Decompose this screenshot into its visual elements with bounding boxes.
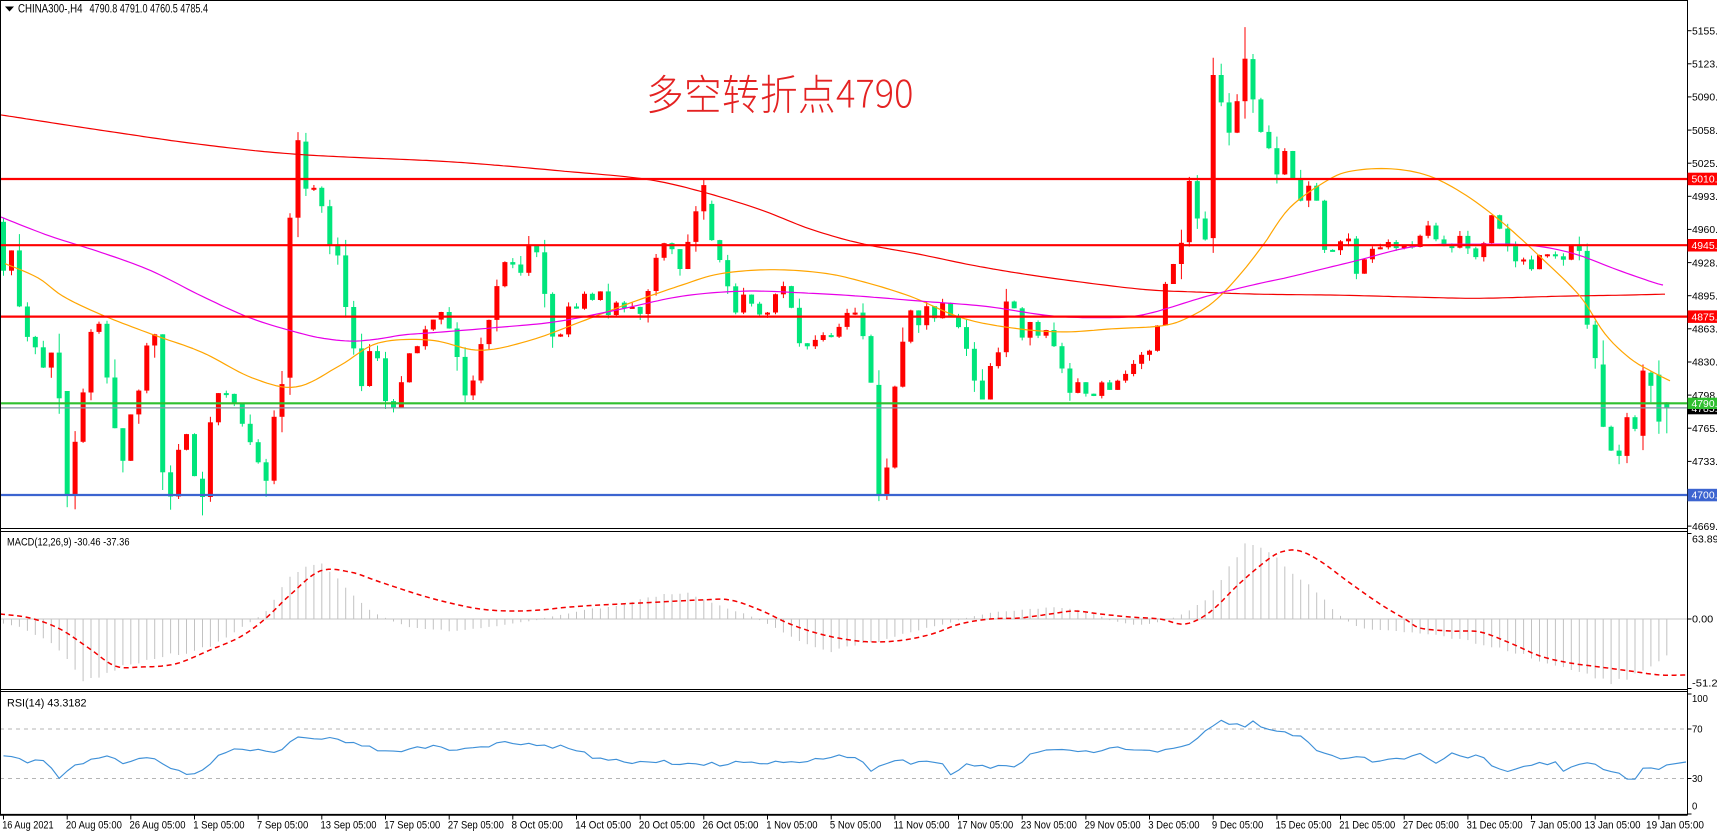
svg-text:4895.5: 4895.5 bbox=[1692, 290, 1717, 302]
svg-text:27 Sep 05:00: 27 Sep 05:00 bbox=[448, 819, 504, 831]
svg-text:4669.5: 4669.5 bbox=[1692, 521, 1717, 533]
svg-text:4700.0: 4700.0 bbox=[1692, 490, 1717, 502]
svg-text:20 Oct 05:00: 20 Oct 05:00 bbox=[639, 819, 695, 831]
svg-text:30: 30 bbox=[1692, 773, 1703, 785]
svg-text:29 Nov 05:00: 29 Nov 05:00 bbox=[1085, 819, 1141, 831]
svg-text:5 Nov 05:00: 5 Nov 05:00 bbox=[830, 819, 881, 831]
svg-text:4875.0: 4875.0 bbox=[1692, 311, 1717, 323]
svg-text:4765.5: 4765.5 bbox=[1692, 423, 1717, 435]
svg-text:14 Oct 05:00: 14 Oct 05:00 bbox=[575, 819, 631, 831]
svg-text:5058.0: 5058.0 bbox=[1692, 125, 1717, 137]
svg-text:MACD(12,26,9) -30.46 -37.36: MACD(12,26,9) -30.46 -37.36 bbox=[7, 537, 130, 549]
svg-text:3 Dec 05:00: 3 Dec 05:00 bbox=[1148, 819, 1199, 831]
svg-text:19 Jan 05:00: 19 Jan 05:00 bbox=[1646, 819, 1704, 831]
svg-text:1 Sep 05:00: 1 Sep 05:00 bbox=[193, 819, 244, 831]
svg-text:4945.0: 4945.0 bbox=[1692, 240, 1717, 252]
svg-text:13 Jan 05:00: 13 Jan 05:00 bbox=[1585, 819, 1641, 831]
svg-text:CHINA300-,H4: CHINA300-,H4 bbox=[18, 2, 83, 16]
svg-text:4790.8 4791.0 4760.5 4785.4: 4790.8 4791.0 4760.5 4785.4 bbox=[90, 2, 209, 16]
svg-text:5123.0: 5123.0 bbox=[1692, 59, 1717, 71]
svg-text:4830.5: 4830.5 bbox=[1692, 357, 1717, 369]
svg-text:4960.5: 4960.5 bbox=[1692, 224, 1717, 236]
svg-text:17 Nov 05:00: 17 Nov 05:00 bbox=[957, 819, 1013, 831]
svg-text:4790.0: 4790.0 bbox=[1692, 398, 1717, 410]
svg-text:26 Aug 05:00: 26 Aug 05:00 bbox=[130, 819, 186, 831]
svg-text:26 Oct 05:00: 26 Oct 05:00 bbox=[703, 819, 759, 831]
svg-text:17 Sep 05:00: 17 Sep 05:00 bbox=[384, 819, 440, 831]
svg-text:9 Dec 05:00: 9 Dec 05:00 bbox=[1212, 819, 1263, 831]
svg-text:4928.0: 4928.0 bbox=[1692, 257, 1717, 269]
svg-text:5010.0: 5010.0 bbox=[1692, 174, 1717, 186]
svg-text:7 Jan 05:00: 7 Jan 05:00 bbox=[1530, 819, 1581, 831]
svg-text:4993.0: 4993.0 bbox=[1692, 191, 1717, 203]
svg-text:7 Sep 05:00: 7 Sep 05:00 bbox=[257, 819, 308, 831]
svg-text:15 Dec 05:00: 15 Dec 05:00 bbox=[1276, 819, 1332, 831]
svg-text:4863.0: 4863.0 bbox=[1692, 324, 1717, 336]
svg-text:0: 0 bbox=[1692, 801, 1697, 813]
svg-text:11 Nov 05:00: 11 Nov 05:00 bbox=[894, 819, 950, 831]
svg-text:8 Oct 05:00: 8 Oct 05:00 bbox=[512, 819, 563, 831]
svg-text:-51.26: -51.26 bbox=[1692, 678, 1717, 690]
svg-text:27 Dec 05:00: 27 Dec 05:00 bbox=[1403, 819, 1459, 831]
svg-text:1 Nov 05:00: 1 Nov 05:00 bbox=[766, 819, 817, 831]
svg-text:100: 100 bbox=[1692, 693, 1708, 705]
svg-text:23 Nov 05:00: 23 Nov 05:00 bbox=[1021, 819, 1077, 831]
svg-text:4733.0: 4733.0 bbox=[1692, 456, 1717, 468]
svg-text:16 Aug 2021: 16 Aug 2021 bbox=[2, 819, 53, 831]
svg-text:63.89: 63.89 bbox=[1692, 534, 1717, 546]
svg-text:0.00: 0.00 bbox=[1692, 614, 1713, 626]
svg-text:31 Dec 05:00: 31 Dec 05:00 bbox=[1467, 819, 1523, 831]
svg-text:13 Sep 05:00: 13 Sep 05:00 bbox=[321, 819, 377, 831]
svg-text:5090.5: 5090.5 bbox=[1692, 92, 1717, 104]
svg-text:70: 70 bbox=[1692, 724, 1703, 736]
svg-text:5025.5: 5025.5 bbox=[1692, 158, 1717, 170]
svg-text:21 Dec 05:00: 21 Dec 05:00 bbox=[1339, 819, 1395, 831]
svg-text:20 Aug 05:00: 20 Aug 05:00 bbox=[66, 819, 122, 831]
svg-text:5155.5: 5155.5 bbox=[1692, 25, 1717, 37]
svg-text:RSI(14) 43.3182: RSI(14) 43.3182 bbox=[7, 697, 87, 709]
